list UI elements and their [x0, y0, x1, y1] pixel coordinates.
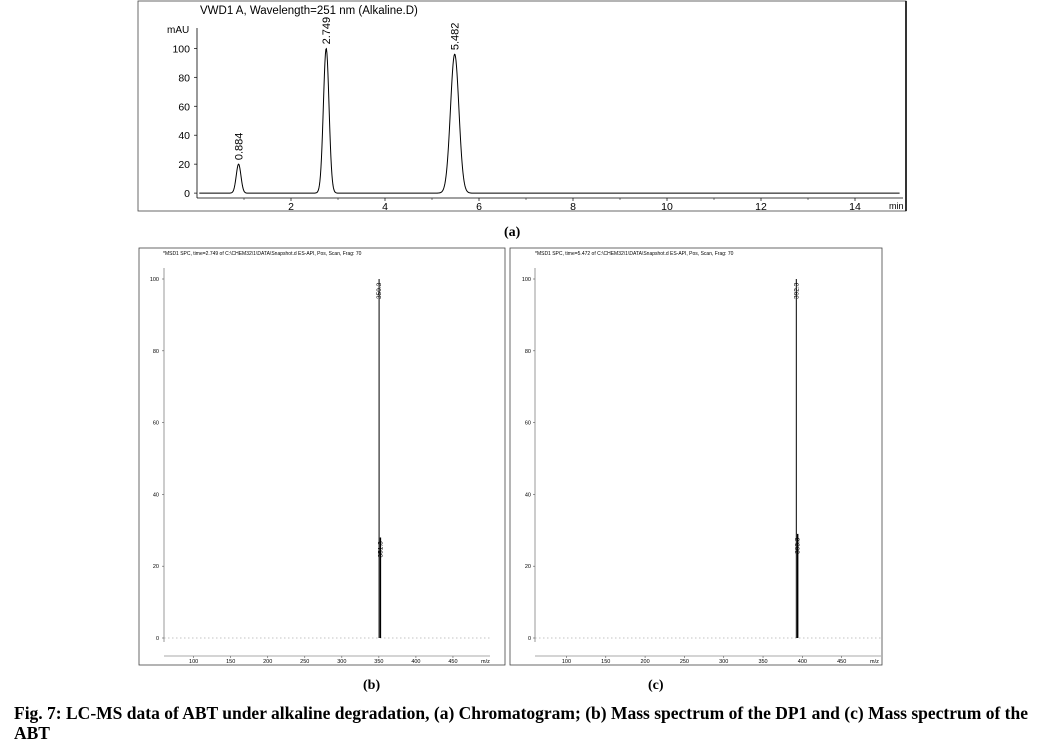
x-tick-label: 8 [570, 201, 576, 213]
x-tick-label: 100 [189, 659, 198, 665]
x-tick-label: 250 [680, 659, 689, 665]
x-tick-label: 2 [288, 201, 294, 213]
mass-spectrum-c-x-unit: m/z [870, 659, 879, 665]
x-tick-label: 250 [300, 659, 309, 665]
x-tick-label: 150 [601, 659, 610, 665]
x-tick-label: 12 [755, 201, 767, 213]
x-tick-label: 200 [263, 659, 272, 665]
peak-label-a: 2.749 [321, 17, 333, 45]
y-tick-label: 100 [150, 277, 159, 283]
x-tick-label: 4 [382, 201, 388, 213]
x-tick-label: 300 [337, 659, 346, 665]
mass-spectrum-b-title: *MSD1 SPC, time=2.749 of C:\CHEM32\1\DAT… [163, 251, 362, 257]
y-tick-label: 40 [178, 130, 190, 142]
panel-label-b: (b) [363, 678, 381, 693]
chromatogram-x-unit: min [889, 201, 904, 211]
mass-spectrum-b-frame [138, 247, 506, 666]
spectrum-peak-label: 350.3 [376, 282, 383, 299]
y-tick-label: 40 [525, 492, 531, 498]
mass-spectrum-c-plot: 0 20 40 60 80 100 100 150 200 250 300 350 400 450 392.… [522, 268, 881, 665]
mass-spectrum-b-plot: 0 20 40 60 80 100 100 150 200 250 300 350 400 450 350.… [150, 268, 490, 665]
x-tick-label: 10 [661, 201, 673, 213]
x-tick-label: 100 [562, 659, 571, 665]
y-tick-label: 0 [528, 636, 531, 642]
chromatogram-title: VWD1 A, Wavelength=251 nm (Alkaline.D) [200, 5, 418, 17]
y-tick-label: 80 [178, 72, 190, 84]
mass-spectrum-b-x-unit: m/z [481, 659, 490, 665]
x-tick-label: 400 [411, 659, 420, 665]
spectrum-peak-label: 393.3 [795, 537, 802, 554]
x-tick-label: 400 [798, 659, 807, 665]
x-tick-label: 14 [849, 201, 861, 213]
mass-spectrum-c-title: *MSD1 SPC, time=5.472 of C:\CHEM32\1\DAT… [535, 251, 734, 257]
figure-caption: Fig. 7: LC-MS data of ABT under alkaline… [14, 703, 1028, 743]
mass-spectrum-c-frame [509, 247, 883, 666]
chromatogram-plot: 0 20 40 60 80 100 2 4 6 8 10 12 14 0.884 2.749 5.482 [172, 17, 903, 213]
x-tick-label: 200 [640, 659, 649, 665]
y-tick-label: 100 [522, 277, 531, 283]
y-tick-label: 60 [525, 421, 531, 427]
y-tick-label: 60 [178, 101, 190, 113]
peak-label-a: 0.884 [234, 133, 246, 161]
panel-label-c: (c) [648, 678, 664, 693]
chromatogram-trace [199, 47, 900, 194]
y-tick-label: 20 [153, 564, 159, 570]
y-tick-label: 80 [525, 349, 531, 355]
x-tick-label: 450 [837, 659, 846, 665]
x-tick-label: 350 [758, 659, 767, 665]
x-tick-label: 6 [476, 201, 482, 213]
y-tick-label: 80 [153, 349, 159, 355]
y-tick-label: 60 [153, 421, 159, 427]
x-tick-label: 300 [719, 659, 728, 665]
peak-label-a: 5.482 [450, 23, 462, 51]
y-tick-label: 0 [156, 636, 159, 642]
y-tick-label: 20 [525, 564, 531, 570]
x-tick-label: 450 [448, 659, 457, 665]
y-tick-label: 40 [153, 492, 159, 498]
y-tick-label: 100 [172, 43, 190, 55]
spectrum-peak-label: 392.3 [793, 282, 800, 299]
chromatogram-y-unit: mAU [167, 25, 189, 36]
panel-label-a: (a) [504, 225, 521, 240]
y-tick-label: 20 [178, 159, 190, 171]
x-tick-label: 150 [226, 659, 235, 665]
spectrum-peak-label: 351.3 [377, 541, 384, 558]
y-tick-label: 0 [184, 188, 190, 200]
x-tick-label: 350 [374, 659, 383, 665]
chromatogram-frame [137, 0, 907, 212]
